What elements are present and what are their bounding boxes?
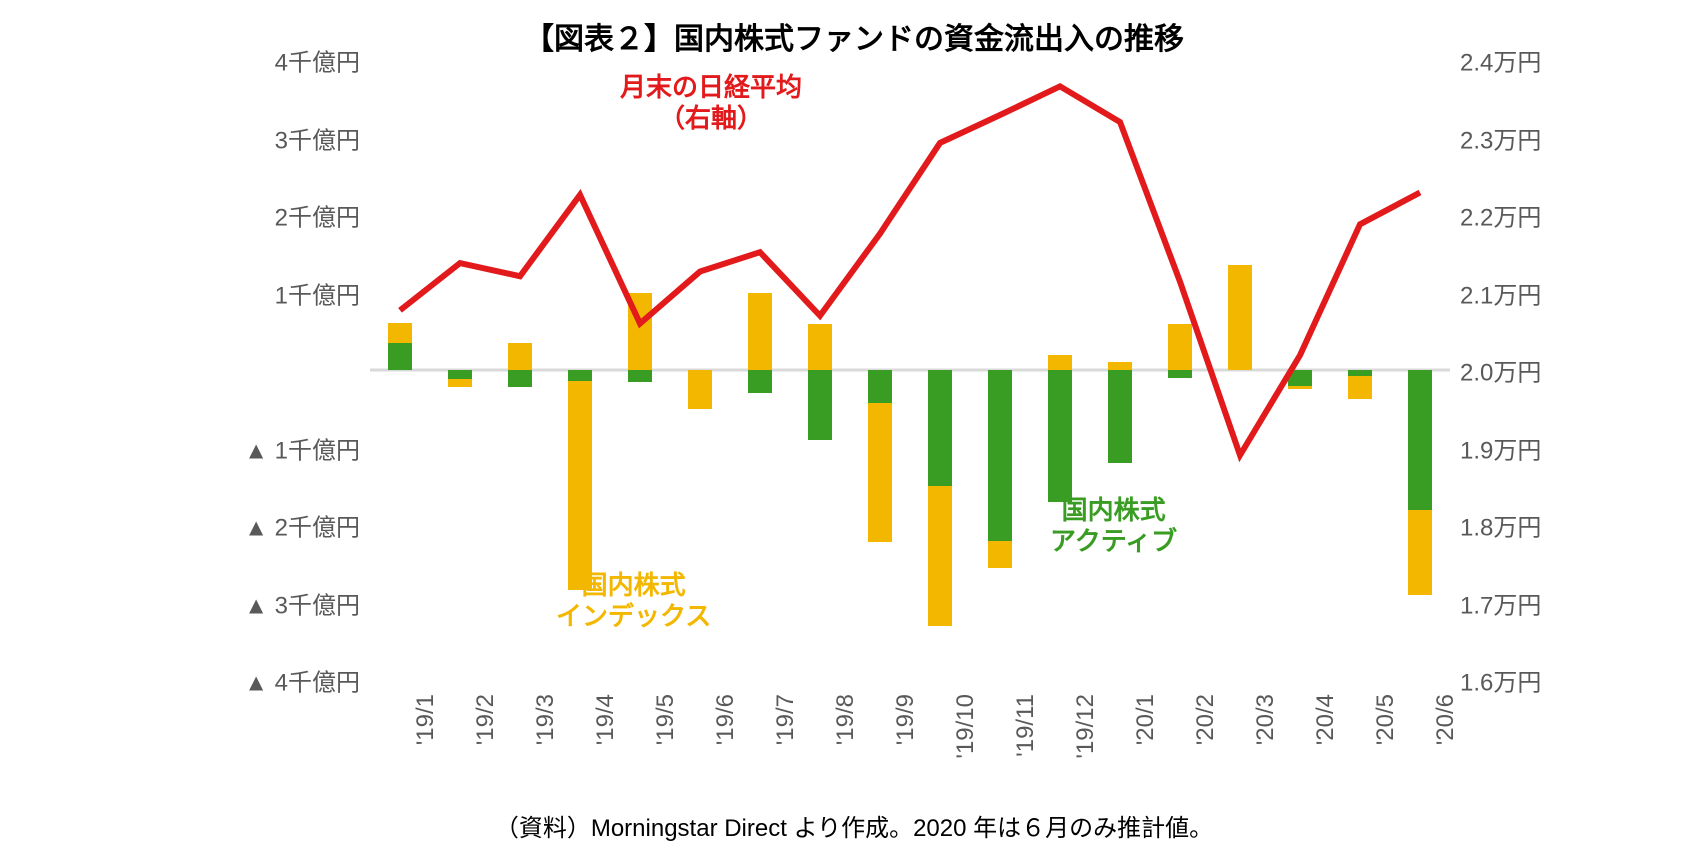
x-axis-tick-label: '20/3 bbox=[1252, 694, 1280, 745]
chart-title: 【図表２】国内株式ファンドの資金流出入の推移 bbox=[0, 14, 1708, 58]
line-layer bbox=[370, 60, 1450, 680]
left-axis-tick-label: 1千億円 bbox=[275, 275, 360, 310]
x-axis-tick-label: '19/7 bbox=[772, 694, 800, 745]
x-axis-tick-label: '20/6 bbox=[1432, 694, 1460, 745]
chart-container: 【図表２】国内株式ファンドの資金流出入の推移 4千億円 3千億円 2千億円 1千億円 ▲… bbox=[0, 0, 1708, 853]
source-note: （資料）Morningstar Direct より作成。2020 年は６月のみ推… bbox=[0, 808, 1708, 843]
x-axis-tick-label: '19/2 bbox=[472, 694, 500, 745]
left-axis-tick-label: ▲ 4千億円 bbox=[244, 663, 360, 698]
left-axis-tick-label: 3千億円 bbox=[275, 120, 360, 155]
x-axis-tick-label: '19/5 bbox=[652, 694, 680, 745]
right-axis-tick-label: 2.0万円 bbox=[1460, 353, 1541, 388]
left-axis-tick-label: ▲ 1千億円 bbox=[244, 430, 360, 465]
x-axis-tick-label: '19/9 bbox=[892, 694, 920, 745]
right-axis-tick-label: 1.7万円 bbox=[1460, 585, 1541, 620]
series-inline-label: 国内株式インデックス bbox=[556, 570, 711, 632]
right-axis-tick-label: 1.8万円 bbox=[1460, 508, 1541, 543]
x-axis-tick-label: '20/2 bbox=[1192, 694, 1220, 745]
right-axis-tick-label: 2.1万円 bbox=[1460, 275, 1541, 310]
x-axis-tick-label: '20/4 bbox=[1312, 694, 1340, 745]
right-axis-tick-label: 1.6万円 bbox=[1460, 663, 1541, 698]
left-axis-tick-label: 2千億円 bbox=[275, 198, 360, 233]
x-axis-tick-label: '20/5 bbox=[1372, 694, 1400, 745]
left-axis-tick-label: ▲ 2千億円 bbox=[244, 508, 360, 543]
x-axis-tick-label: '19/3 bbox=[532, 694, 560, 745]
series-inline-label: 国内株式アクティブ bbox=[1050, 495, 1177, 557]
x-axis-tick-label: '19/10 bbox=[952, 694, 980, 759]
left-axis-tick-label: 4千億円 bbox=[275, 43, 360, 78]
x-axis-tick-label: '20/1 bbox=[1132, 694, 1160, 745]
right-axis-tick-label: 2.2万円 bbox=[1460, 198, 1541, 233]
x-axis-tick-label: '19/4 bbox=[592, 694, 620, 745]
nikkei-line bbox=[400, 86, 1420, 455]
x-axis-tick-label: '19/6 bbox=[712, 694, 740, 745]
right-axis-tick-label: 2.4万円 bbox=[1460, 43, 1541, 78]
x-axis-tick-label: '19/8 bbox=[832, 694, 860, 745]
x-axis-tick-label: '19/11 bbox=[1012, 694, 1040, 757]
right-axis-tick-label: 1.9万円 bbox=[1460, 430, 1541, 465]
right-axis-tick-label: 2.3万円 bbox=[1460, 120, 1541, 155]
left-axis-tick-label: ▲ 3千億円 bbox=[244, 585, 360, 620]
series-inline-label: 月末の日経平均（右軸） bbox=[620, 72, 802, 134]
x-axis-tick-label: '19/1 bbox=[412, 694, 440, 745]
x-axis-tick-label: '19/12 bbox=[1072, 694, 1100, 759]
